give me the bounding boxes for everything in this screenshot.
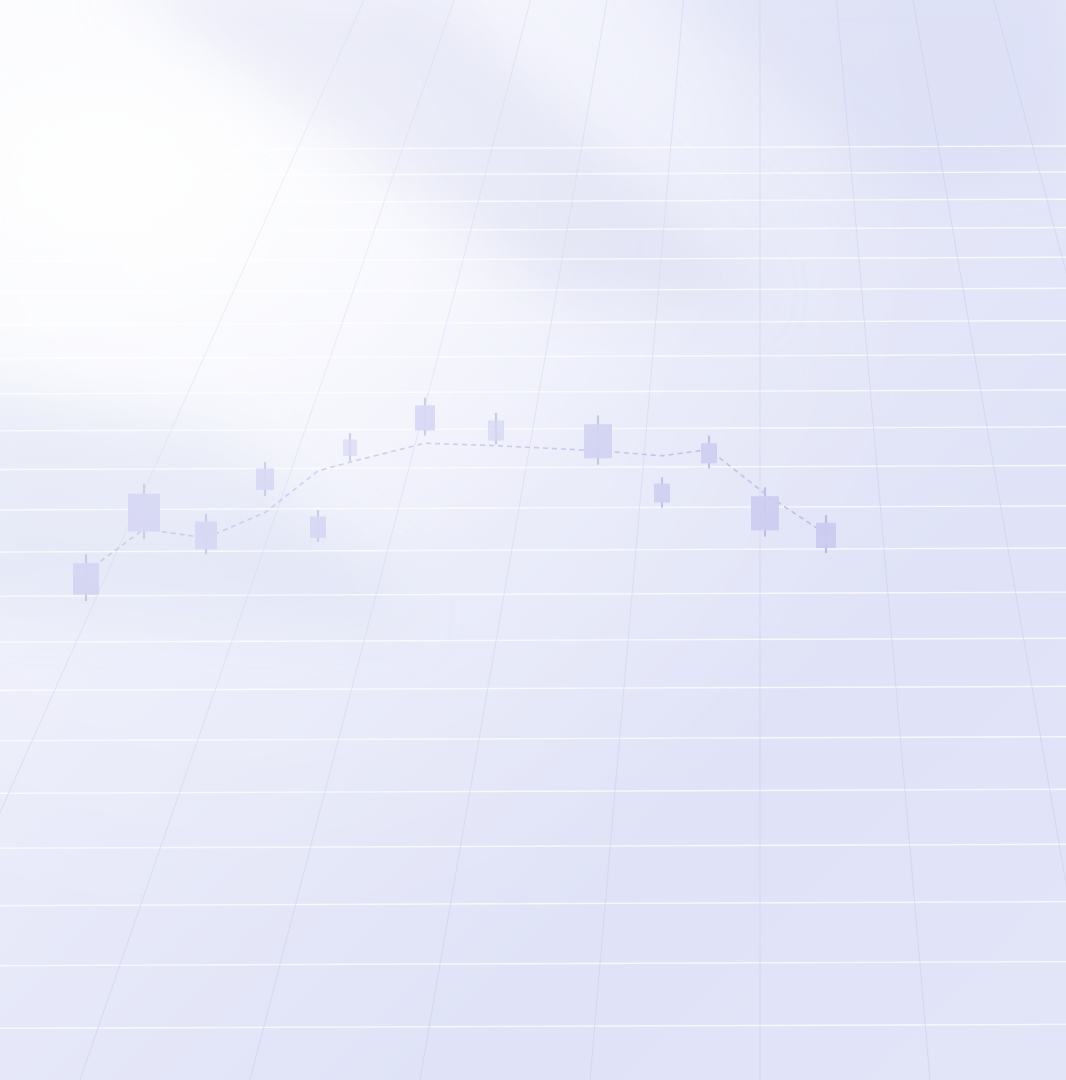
background-scene [0,0,1066,1080]
scene-artwork [0,0,1066,1080]
light-glow [0,0,1066,1080]
